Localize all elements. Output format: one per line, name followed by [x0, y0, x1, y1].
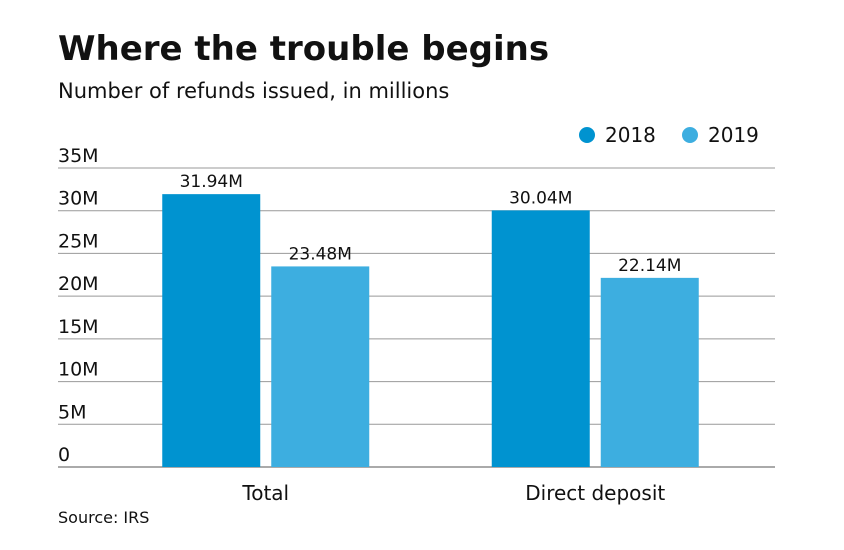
value-label: 22.14M	[618, 256, 681, 276]
bar	[271, 266, 370, 467]
y-tick-label: 0	[58, 444, 70, 466]
y-tick-label: 15M	[58, 316, 99, 338]
bar	[600, 277, 699, 467]
x-tick-label: Direct deposit	[525, 481, 665, 505]
legend-swatch	[682, 127, 698, 143]
y-tick-label: 20M	[58, 273, 99, 295]
bar	[491, 210, 590, 468]
legend-label: 2019	[708, 123, 759, 147]
value-label: 30.04M	[509, 188, 572, 208]
chart-subtitle: Number of refunds issued, in millions	[58, 79, 449, 103]
value-label: 31.94M	[180, 172, 243, 192]
y-tick-label: 5M	[58, 401, 86, 423]
chart-title: Where the trouble begins	[58, 29, 549, 69]
x-tick-label: Total	[241, 481, 289, 505]
legend-label: 2018	[605, 123, 656, 147]
source: Source: IRS	[58, 508, 149, 527]
legend-swatch	[579, 127, 595, 143]
y-tick-label: 25M	[58, 230, 99, 252]
y-tick-label: 30M	[58, 188, 99, 210]
y-tick-label: 10M	[58, 359, 99, 381]
bar	[162, 194, 261, 467]
y-tick-label: 35M	[58, 145, 99, 167]
value-label: 23.48M	[289, 244, 352, 264]
